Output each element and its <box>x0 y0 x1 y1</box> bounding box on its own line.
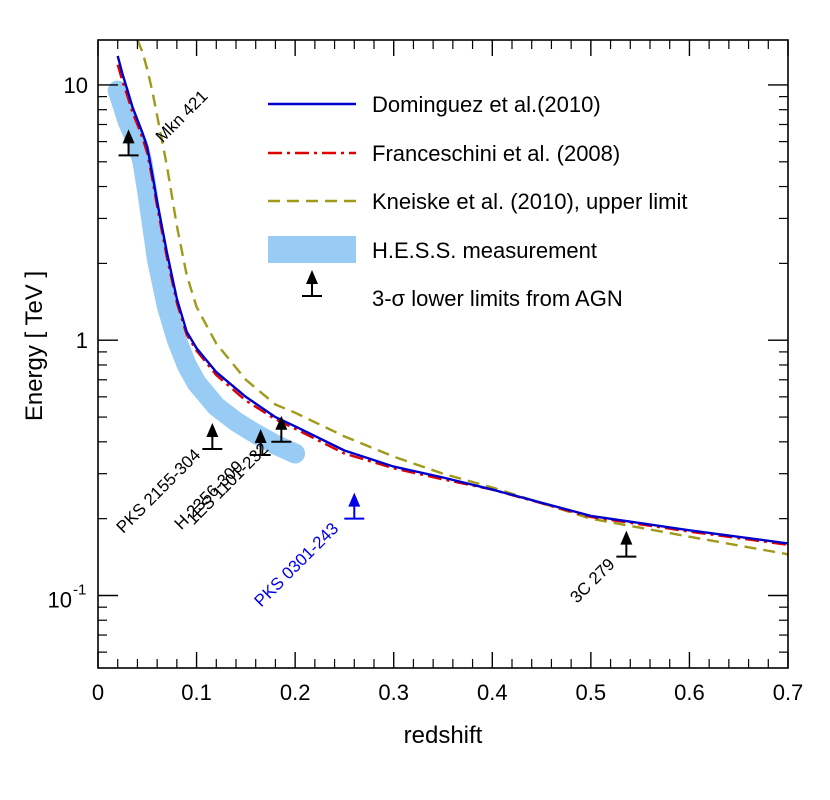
legend-item-3-lower-limits-from-agn-label: 3-σ lower limits from AGN <box>372 286 623 311</box>
lower-limit-1es-1101-232-head <box>275 415 288 430</box>
lower-limit-h-2356-309-head <box>254 429 267 444</box>
series-franceschini-et-al-2008 <box>116 64 788 546</box>
x-tick-label: 0.7 <box>773 680 804 705</box>
legend-item-3-lower-limits-from-agn: 3-σ lower limits from AGN <box>302 270 623 311</box>
legend-item-dominguez-et-al-2010: Dominguez et al.(2010) <box>268 92 601 117</box>
x-tick-label: 0 <box>92 680 104 705</box>
x-tick-label: 0.3 <box>378 680 409 705</box>
legend-item-h-e-s-s-measurement-label: H.E.S.S. measurement <box>372 238 597 263</box>
x-tick-label: 0.1 <box>181 680 212 705</box>
legend-item-kneiske-et-al-2010-upper-limit: Kneiske et al. (2010), upper limit <box>268 189 688 214</box>
series-dominguez-et-al-2010 <box>116 55 788 545</box>
x-tick-label: 0.4 <box>477 680 508 705</box>
lower-limit-pks-0301-243-head <box>348 492 361 507</box>
legend: Dominguez et al.(2010) Franceschini et al… <box>268 92 688 311</box>
x-axis-title: redshift <box>404 722 483 749</box>
y-axis-title: Energy [ TeV ] <box>21 271 48 421</box>
lower-limit-1es-1101-232 <box>271 415 292 443</box>
legend-item-h-e-s-s-measurement-swatch <box>268 236 356 263</box>
x-tick-label: 0.6 <box>674 680 705 705</box>
legend-item-kneiske-et-al-2010-upper-limit-label: Kneiske et al. (2010), upper limit <box>372 189 688 214</box>
hess-band-layer <box>107 80 306 464</box>
lower-limit-h-2356-309 <box>250 429 271 457</box>
lower-limit-pks-2155-304-head <box>206 422 219 437</box>
plot-frame <box>97 39 789 669</box>
lower-limit-mkn-421-head <box>122 129 135 144</box>
series-kneiske-et-al-2010-upper-limit <box>136 40 788 556</box>
y-tick-exponent: -1 <box>73 582 86 599</box>
x-tick-label: 0.5 <box>576 680 607 705</box>
lower-limit-pks-0301-243 <box>344 492 365 520</box>
y-tick-label: 10 <box>48 588 72 613</box>
y-tick-label: 10 <box>64 73 88 98</box>
legend-item-dominguez-et-al-2010-label: Dominguez et al.(2010) <box>372 92 601 117</box>
lower-limit-pks-2155-304 <box>202 422 223 450</box>
lower-limit-3c-279 <box>616 530 637 558</box>
legend-item-franceschini-et-al-2008-label: Franceschini et al. (2008) <box>372 141 620 166</box>
lower-limit-3c-279-head <box>620 530 633 545</box>
legend-item-3-lower-limits-from-agn-swatch-head <box>306 270 318 284</box>
x-tick-label: 0.2 <box>280 680 311 705</box>
legend-item-h-e-s-s-measurement: H.E.S.S. measurement <box>268 236 597 263</box>
y-tick-label: 1 <box>76 328 88 353</box>
legend-item-franceschini-et-al-2008: Franceschini et al. (2008) <box>268 141 620 166</box>
legend-item-3-lower-limits-from-agn-swatch <box>302 270 322 297</box>
hess-measurement-band <box>107 80 306 464</box>
lower-limit-mkn-421 <box>118 129 139 157</box>
model-curves-layer <box>116 40 788 556</box>
